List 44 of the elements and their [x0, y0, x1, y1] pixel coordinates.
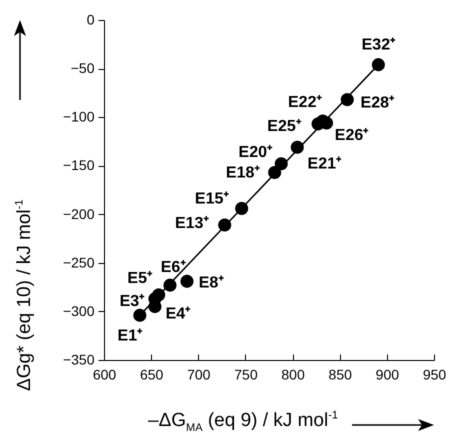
y-tick-label: −150: [62, 157, 95, 174]
x-tick-label: 750: [234, 366, 258, 382]
point: [235, 202, 248, 215]
y-tick-label: −50: [70, 60, 95, 76]
x-tick-label: 700: [187, 366, 211, 382]
y-tick-label: −200: [62, 206, 95, 222]
point: [133, 308, 146, 322]
data-label: E21⁺: [308, 155, 342, 172]
point: [180, 274, 194, 288]
point: [274, 157, 288, 170]
data-label: E32⁺: [362, 36, 396, 54]
y-tick-label: −350: [62, 352, 95, 368]
data-label: E25⁺: [267, 118, 302, 135]
x-tick-label: 650: [140, 366, 164, 382]
point: [268, 166, 282, 180]
data-label: E8⁺: [198, 274, 224, 292]
y-tick-label: −100: [62, 108, 95, 125]
x-tick-label: 800: [281, 366, 305, 382]
data-label: E26⁺: [334, 126, 370, 144]
data-label: E5⁺: [127, 270, 153, 287]
data-label: E28⁺: [360, 94, 395, 112]
point: [290, 140, 304, 154]
point: [340, 93, 354, 106]
data-label: E20⁺: [238, 144, 273, 161]
point: [372, 58, 385, 72]
y-tick-label: −300: [62, 302, 95, 319]
point: [218, 218, 232, 232]
data-label: E13⁺: [174, 214, 210, 232]
data-label: E15⁺: [194, 190, 230, 208]
x-tick-label: 900: [376, 366, 400, 382]
data-label: E3⁺: [120, 292, 146, 310]
y-tick-label: −250: [62, 254, 95, 270]
data-label: E18⁺: [226, 164, 260, 182]
data-label: E1⁺: [118, 327, 144, 344]
x-axis-title: –ΔG$_{MA}$ (eq 9) / kJ mol$^{-1}$: [148, 410, 338, 434]
data-label: E4⁺: [166, 306, 192, 323]
x-tick-label: 600: [92, 366, 116, 382]
data-label: E6⁺: [160, 259, 186, 276]
data-label: E22⁺: [288, 94, 322, 112]
x-tick-label: 950: [422, 366, 446, 382]
x-tick-label: 850: [328, 366, 352, 382]
point: [163, 278, 177, 292]
point: [152, 288, 166, 302]
y-tick-label: 0: [86, 12, 95, 28]
